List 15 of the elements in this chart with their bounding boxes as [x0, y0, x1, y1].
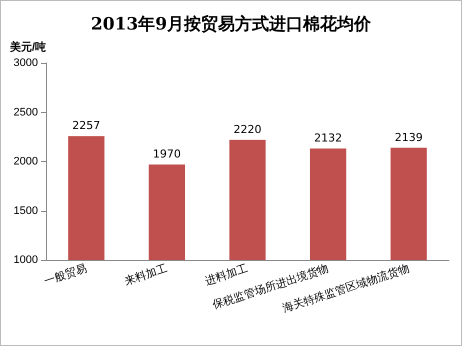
x-tick-label: 来料加工 [123, 262, 169, 288]
data-label: 2257 [72, 119, 100, 132]
x-tick-label: 进料加工 [204, 262, 250, 288]
data-label: 1970 [152, 147, 181, 160]
data-label: 2132 [314, 132, 342, 144]
data-label: 2139 [394, 130, 423, 144]
y-tick-label: 1000 [14, 254, 38, 266]
y-tick-label: 2000 [14, 156, 38, 168]
data-label: 2220 [234, 122, 262, 136]
chart-title: 2013年9月按贸易方式进口棉花均价 [90, 14, 372, 34]
y-tick-label: 3000 [14, 57, 38, 69]
x-tick-label: 一般贸易 [42, 262, 88, 288]
y-tick-label: 1500 [14, 204, 38, 217]
y-axis-title: 美元/吨 [8, 40, 46, 54]
y-tick-label: 2500 [14, 106, 38, 118]
